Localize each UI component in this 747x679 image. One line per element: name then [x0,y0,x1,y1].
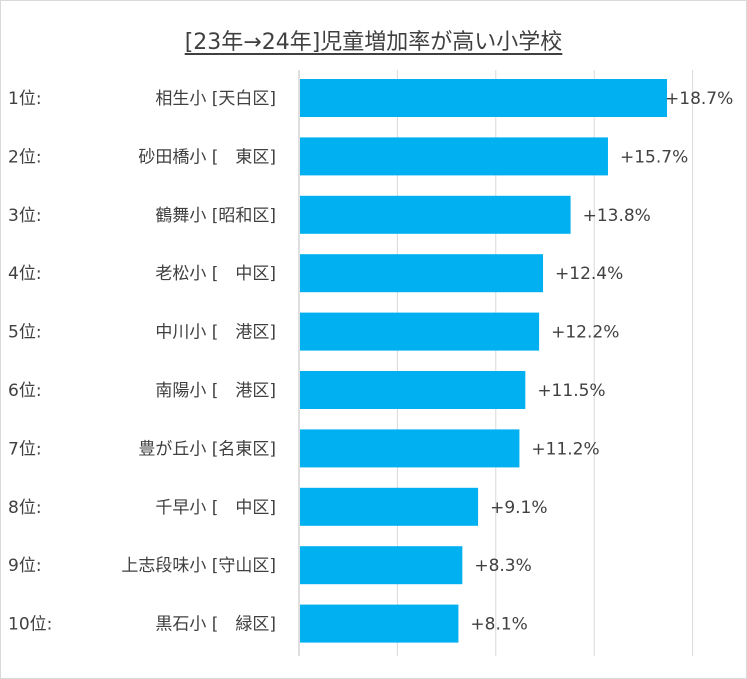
data-label: +18.7% [665,89,733,109]
data-label: +12.2% [551,323,619,343]
category-label: 老松小 [ 中区] [155,264,276,284]
category-label: 相生小 [天白区] [155,89,276,109]
category-label: 黒石小 [ 緑区] [155,615,276,635]
bar [300,371,526,409]
bar [300,195,571,234]
bar [300,546,463,585]
category-label: 千早小 [ 中区] [155,498,276,518]
category-label: 豊が丘小 [名東区] [138,439,276,459]
rank-label: 1位: [8,89,42,109]
bar [300,254,544,293]
data-label: +8.1% [470,615,527,635]
rank-label: 9位: [8,556,42,576]
category-label: 中川小 [ 港区] [155,323,276,343]
data-label: +15.7% [620,147,688,167]
chart-title: [23年→24年]児童増加率が高い小学校 [184,30,563,55]
category-label: 鶴舞小 [昭和区] [155,206,276,226]
data-label: +8.3% [474,556,531,576]
rank-label: 6位: [8,381,42,401]
rank-label: 8位: [8,498,42,518]
rank-label: 4位: [8,264,42,284]
category-label: 上志段味小 [守山区] [121,556,276,576]
category-label: 砂田橋小 [ 東区] [138,147,276,167]
category-label: 南陽小 [ 港区] [155,381,276,401]
data-label: +9.1% [490,498,547,518]
bar [300,79,668,117]
bar [300,429,520,468]
data-label: +13.8% [583,206,651,226]
data-label: +11.5% [537,381,605,401]
rank-label: 5位: [8,323,42,343]
bar [300,137,608,176]
data-label: +11.2% [531,439,599,459]
bar [300,487,479,526]
rank-label: 10位: [8,615,52,635]
rank-label: 2位: [8,147,42,167]
data-label: +12.4% [555,264,623,284]
rank-label: 3位: [8,206,42,226]
bar [300,604,459,643]
bar [300,312,540,351]
rank-label: 7位: [8,439,42,459]
